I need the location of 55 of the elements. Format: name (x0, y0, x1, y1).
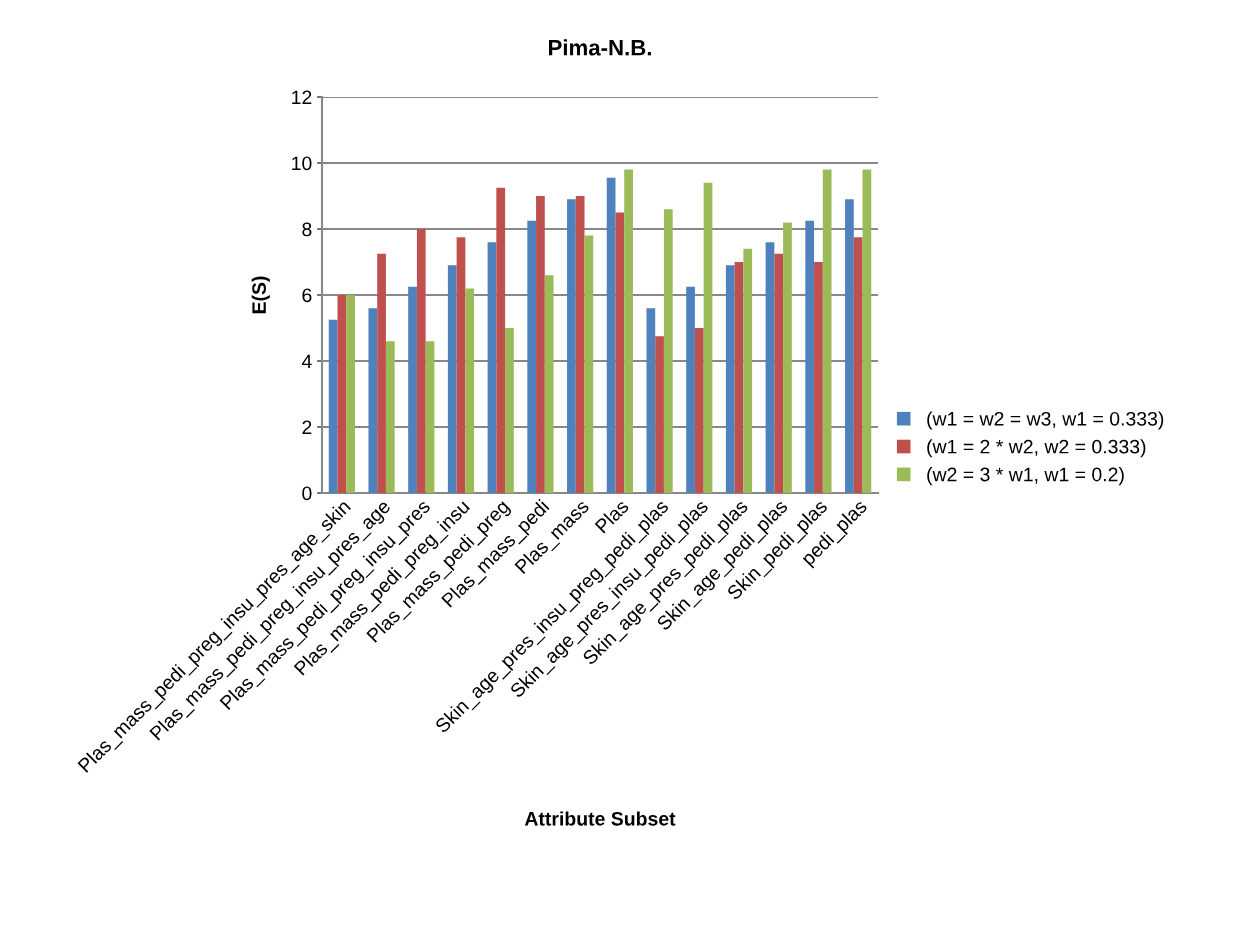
bar (703, 182, 713, 493)
bar (853, 237, 863, 493)
bar (606, 177, 616, 493)
bar (814, 262, 823, 493)
bar (496, 187, 506, 493)
bar (862, 169, 872, 493)
bar (377, 253, 386, 493)
bar (328, 319, 338, 493)
bar (663, 209, 673, 493)
bar (425, 341, 435, 493)
bar (487, 242, 497, 493)
bar (805, 220, 815, 493)
bar (368, 308, 378, 493)
bar (734, 262, 744, 493)
bar (646, 308, 656, 493)
bar (774, 253, 784, 493)
bar (505, 328, 514, 493)
y-tick-label: 12 (292, 90, 312, 105)
bar (765, 242, 775, 493)
legend-label: (w2 = 3 * w1, w1 = 0.2) (927, 467, 1124, 486)
y-axis-title: E(S) (251, 276, 270, 314)
bar (567, 199, 576, 493)
x-axis-title: Attribute Subset (524, 811, 676, 826)
bar (456, 237, 466, 493)
bar (624, 169, 633, 493)
y-tick-label: 2 (302, 420, 312, 435)
bar (725, 265, 735, 493)
y-tick-label: 4 (301, 354, 312, 369)
bar (465, 288, 475, 493)
y-tick-label: 8 (302, 222, 312, 237)
legend-label: (w1 = 2 * w2, w2 = 0.333) (927, 439, 1146, 458)
bar (385, 341, 395, 493)
bar (447, 265, 457, 493)
bar (655, 336, 664, 493)
bar (544, 275, 554, 493)
bar (575, 196, 585, 493)
bar (783, 222, 792, 493)
chart-title: Pima-N.B. (549, 39, 651, 56)
bar (822, 169, 832, 493)
bar (527, 220, 537, 493)
bar (694, 328, 704, 493)
bar (346, 295, 355, 493)
bar (615, 212, 625, 493)
bar (584, 235, 594, 493)
bar (845, 199, 854, 493)
bar (743, 248, 753, 493)
y-tick-label: 6 (302, 288, 312, 303)
y-tick-label: 0 (302, 486, 312, 501)
y-tick-label: 10 (292, 156, 312, 171)
bar (536, 196, 545, 493)
legend-label: (w1 = w2 = w3, w1 = 0.333) (927, 411, 1164, 430)
bar (416, 229, 426, 493)
bar (686, 286, 695, 493)
bar (408, 286, 417, 493)
bar (337, 295, 347, 493)
